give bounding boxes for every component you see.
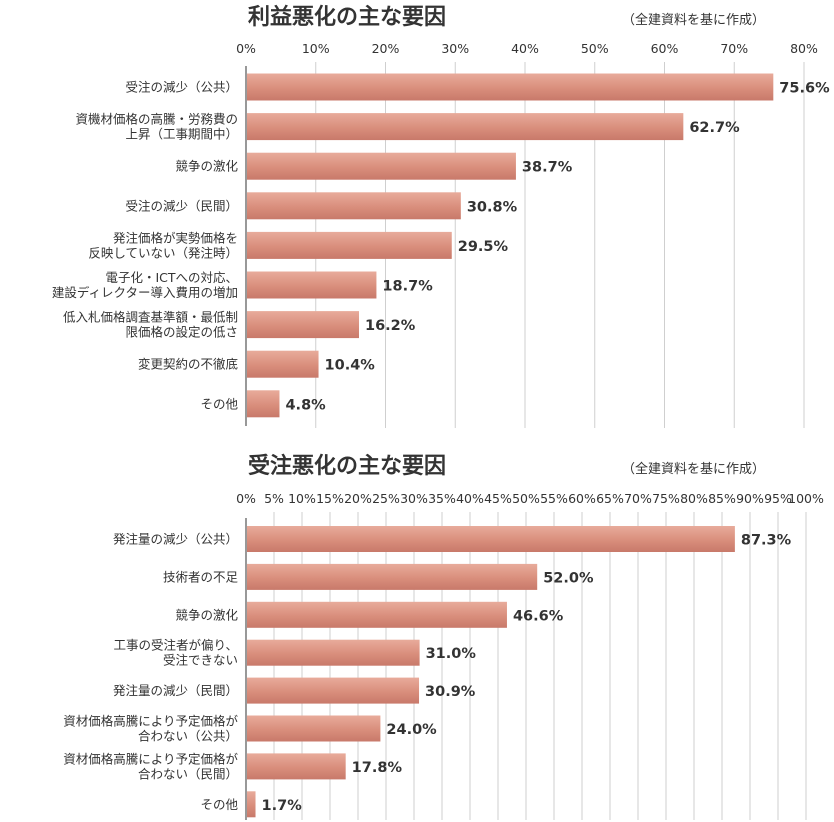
bar — [247, 350, 319, 378]
data-label: 29.5% — [458, 239, 509, 255]
x-tick-label: 45% — [484, 491, 512, 506]
bar — [247, 231, 452, 259]
x-tick-label: 25% — [372, 491, 400, 506]
category-label: 低入札価格調査基準額・最低制 — [63, 310, 238, 325]
bar — [247, 526, 735, 552]
category-label: 限価格の設定の低さ — [125, 325, 238, 340]
data-label: 52.0% — [543, 570, 594, 586]
bar — [247, 715, 381, 742]
category-label: 合わない（民間） — [138, 766, 238, 781]
category-label: 受注の減少（公共） — [125, 80, 238, 95]
data-label: 62.7% — [689, 120, 740, 136]
bar — [247, 311, 359, 339]
bar — [247, 563, 538, 590]
category-label: その他 — [200, 797, 238, 812]
category-label: 受注できない — [163, 653, 238, 668]
category-label: 技術者の不足 — [163, 569, 239, 584]
category-label: 建設ディレクター導入費用の増加 — [52, 285, 238, 300]
x-tick-label: 75% — [652, 491, 680, 506]
category-label: 競争の激化 — [175, 159, 238, 174]
category-label: 資機材価格の高騰・労務費の — [75, 112, 238, 127]
x-tick-label: 20% — [344, 491, 372, 506]
category-label: 発注価格が実勢価格を — [113, 230, 238, 245]
x-tick-label: 40% — [456, 491, 484, 506]
x-tick-label: 100% — [788, 491, 824, 506]
category-label: 競争の激化 — [175, 607, 238, 622]
x-tick-label: 80% — [680, 491, 708, 506]
category-label: 発注量の減少（公共） — [113, 532, 238, 547]
bar — [247, 639, 420, 666]
x-tick-label: 10% — [302, 41, 330, 56]
x-tick-label: 30% — [441, 41, 469, 56]
chart-order-decline: 受注悪化の主な要因 （全建資料を基に作成）0% 5% 10% 15% 20% 25% 30% 3… — [63, 453, 824, 820]
data-label: 18.7% — [382, 279, 433, 295]
x-tick-label: 55% — [540, 491, 568, 506]
data-label: 4.8% — [285, 397, 326, 413]
x-tick-label: 65% — [596, 491, 624, 506]
category-label: 資材価格高騰により予定価格が — [63, 751, 238, 766]
data-label: 46.6% — [513, 608, 564, 624]
data-label: 30.9% — [425, 684, 476, 700]
x-tick-label: 80% — [790, 41, 818, 56]
category-label: 合わない（公共） — [138, 729, 238, 744]
bar — [247, 113, 684, 141]
x-tick-label: 85% — [708, 491, 736, 506]
data-label: 31.0% — [426, 646, 477, 662]
x-tick-label: 70% — [720, 41, 748, 56]
category-label: 受注の減少（民間） — [125, 198, 238, 213]
bar — [247, 390, 280, 418]
bar — [247, 601, 507, 628]
x-tick-label: 20% — [372, 41, 400, 56]
x-tick-label: 35% — [428, 491, 456, 506]
category-label: 反映していない（発注時） — [88, 245, 238, 260]
bar — [247, 791, 256, 818]
category-label: 工事の受注者が偏り、 — [113, 638, 238, 653]
x-tick-label: 10% — [288, 491, 316, 506]
x-tick-label: 50% — [512, 491, 540, 506]
x-tick-label: 50% — [581, 41, 609, 56]
data-label: 1.7% — [262, 798, 303, 814]
data-label: 24.0% — [386, 722, 437, 738]
category-label: 電子化・ICTへの対応、 — [105, 270, 238, 285]
bar — [247, 753, 346, 780]
data-label: 75.6% — [779, 81, 830, 97]
x-tick-label: 15% — [316, 491, 344, 506]
data-label: 30.8% — [467, 199, 518, 215]
bar — [247, 677, 420, 704]
x-tick-label: 40% — [511, 41, 539, 56]
data-label: 10.4% — [325, 358, 376, 374]
x-tick-label: 5% — [264, 491, 284, 506]
category-label: その他 — [200, 396, 238, 411]
chart-profit-decline: 利益悪化の主な要因 （全建資料を基に作成） 0% 10% 20% 30% 40% 50% 60%… — [52, 4, 830, 428]
x-tick-label: 0% — [236, 491, 256, 506]
source-note: （全建資料を基に作成） — [622, 12, 765, 28]
category-label: 発注量の減少（民間） — [113, 683, 238, 698]
bar — [247, 271, 377, 299]
data-label: 17.8% — [352, 760, 403, 776]
category-label: 資材価格高騰により予定価格が — [63, 714, 238, 729]
data-label: 16.2% — [365, 318, 416, 334]
source-note: （全建資料を基に作成） — [622, 461, 765, 477]
x-tick-label: 70% — [624, 491, 652, 506]
chart-title: 利益悪化の主な要因 — [248, 4, 446, 30]
x-tick-label: 0% — [236, 41, 256, 56]
category-label: 上昇（工事期間中） — [125, 127, 238, 142]
x-tick-label: 60% — [651, 41, 679, 56]
data-label: 87.3% — [741, 533, 792, 549]
bar — [247, 192, 461, 220]
data-label: 38.7% — [522, 160, 573, 176]
x-tick-label: 90% — [736, 491, 764, 506]
x-tick-label: 30% — [400, 491, 428, 506]
bar — [247, 152, 516, 180]
x-tick-label: 95% — [764, 491, 792, 506]
bar — [247, 73, 774, 101]
x-tick-label: 60% — [568, 491, 596, 506]
chart-title: 受注悪化の主な要因 — [248, 453, 446, 479]
category-label: 変更契約の不徹底 — [138, 357, 238, 372]
